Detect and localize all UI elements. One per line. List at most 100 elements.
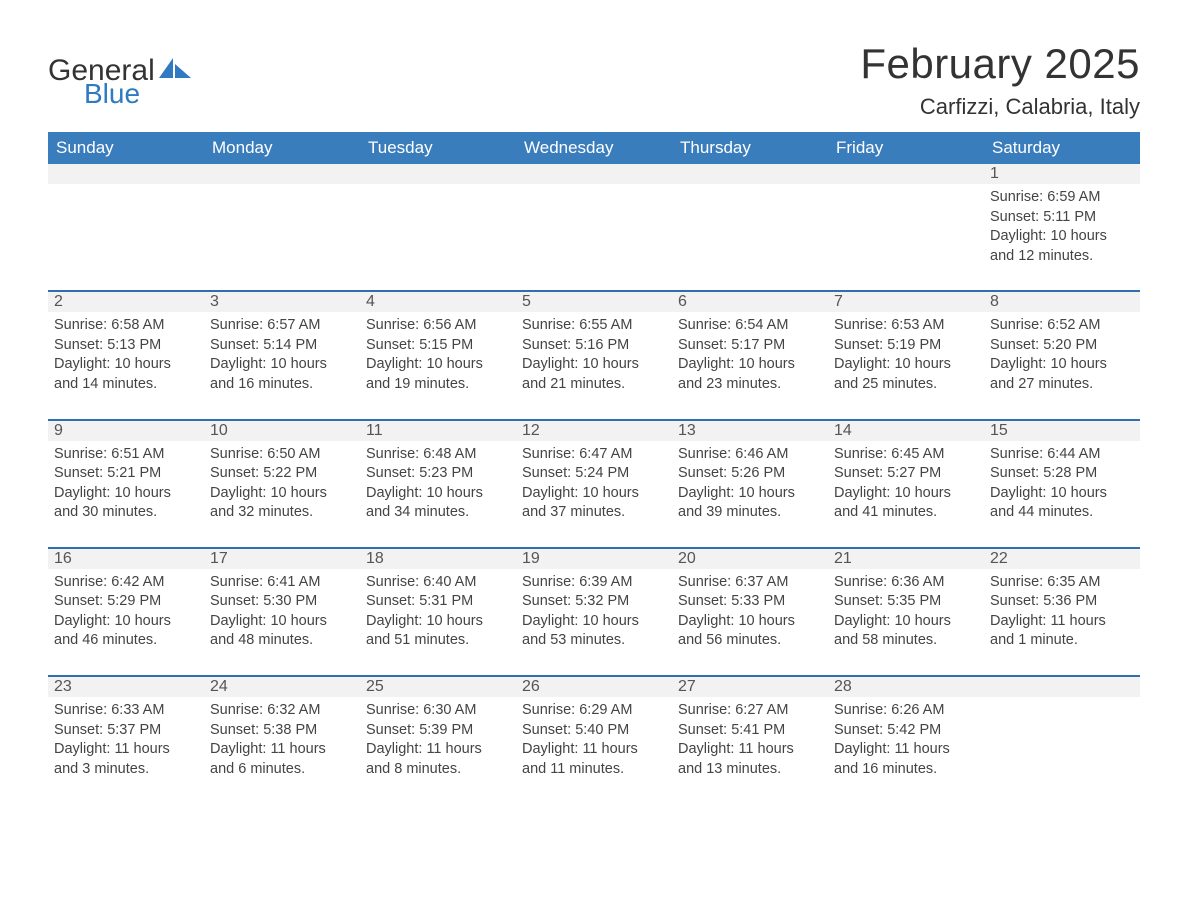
day-cell: Sunrise: 6:30 AMSunset: 5:39 PMDaylight:… [360, 697, 516, 785]
day-cell: Sunrise: 6:51 AMSunset: 5:21 PMDaylight:… [48, 441, 204, 529]
sunrise-text: Sunrise: 6:48 AM [366, 445, 510, 465]
sunrise-text: Sunrise: 6:47 AM [522, 445, 666, 465]
daylight-text: Daylight: 10 hours and 27 minutes. [990, 355, 1134, 394]
weekday-label: Tuesday [360, 132, 516, 164]
daylight-text: Daylight: 10 hours and 56 minutes. [678, 612, 822, 651]
daylight-text: Daylight: 11 hours and 16 minutes. [834, 740, 978, 779]
daylight-text: Daylight: 10 hours and 16 minutes. [210, 355, 354, 394]
day-cell: Sunrise: 6:37 AMSunset: 5:33 PMDaylight:… [672, 569, 828, 657]
sunset-text: Sunset: 5:11 PM [990, 208, 1134, 228]
day-cell: Sunrise: 6:55 AMSunset: 5:16 PMDaylight:… [516, 312, 672, 400]
sunset-text: Sunset: 5:17 PM [678, 336, 822, 356]
day-number: 26 [516, 677, 672, 697]
week-row: Sunrise: 6:33 AMSunset: 5:37 PMDaylight:… [48, 697, 1140, 785]
day-number: 14 [828, 421, 984, 441]
sunrise-text: Sunrise: 6:45 AM [834, 445, 978, 465]
day-number: 23 [48, 677, 204, 697]
day-cell: Sunrise: 6:39 AMSunset: 5:32 PMDaylight:… [516, 569, 672, 657]
week-row: Sunrise: 6:42 AMSunset: 5:29 PM Daylight:… [48, 569, 1140, 657]
sunset-text: Sunset: 5:42 PM [834, 721, 978, 741]
day-number: 10 [204, 421, 360, 441]
weekday-header: Sunday Monday Tuesday Wednesday Thursday… [48, 132, 1140, 164]
day-number: 19 [516, 549, 672, 569]
daylight-text: Daylight: 10 hours and 14 minutes. [54, 355, 198, 394]
sunrise-text: Sunrise: 6:35 AM [990, 573, 1134, 593]
page-title: February 2025 [860, 40, 1140, 88]
sunrise-text: Sunrise: 6:39 AM [522, 573, 666, 593]
weekday-label: Friday [828, 132, 984, 164]
daylight-text: Daylight: 11 hours and 6 minutes. [210, 740, 354, 779]
daylight-text: Daylight: 11 hours and 11 minutes. [522, 740, 666, 779]
weekday-label: Thursday [672, 132, 828, 164]
day-number-row: 232425262728 [48, 675, 1140, 697]
day-cell [828, 184, 984, 272]
sunset-text: Sunset: 5:19 PM [834, 336, 978, 356]
daylight-text: Daylight: 11 hours and 13 minutes. [678, 740, 822, 779]
day-cell: Sunrise: 6:27 AMSunset: 5:41 PMDaylight:… [672, 697, 828, 785]
daylight-text: Daylight: 10 hours and 58 minutes. [834, 612, 978, 651]
sunset-text: Sunset: 5:29 PM [54, 592, 198, 612]
day-number: 24 [204, 677, 360, 697]
day-cell: Sunrise: 6:45 AMSunset: 5:27 PMDaylight:… [828, 441, 984, 529]
sunset-text: Sunset: 5:26 PM [678, 464, 822, 484]
week-row: Sunrise: 6:58 AMSunset: 5:13 PMDaylight:… [48, 312, 1140, 400]
sunrise-text: Sunrise: 6:42 AM [54, 573, 198, 593]
day-number [204, 164, 360, 184]
day-number: 6 [672, 292, 828, 312]
sunset-text: Sunset: 5:39 PM [366, 721, 510, 741]
sunrise-text: Sunrise: 6:55 AM [522, 316, 666, 336]
sunset-text: Sunset: 5:28 PM [990, 464, 1134, 484]
daylight-text: Daylight: 10 hours and 51 minutes. [366, 612, 510, 651]
day-cell: Sunrise: 6:56 AMSunset: 5:15 PMDaylight:… [360, 312, 516, 400]
day-cell [984, 697, 1140, 785]
sunrise-text: Sunrise: 6:41 AM [210, 573, 354, 593]
day-number: 16 [48, 549, 204, 569]
day-cell: Sunrise: 6:33 AMSunset: 5:37 PMDaylight:… [48, 697, 204, 785]
daylight-text: Daylight: 11 hours and 1 minute. [990, 612, 1134, 651]
sunrise-text: Sunrise: 6:59 AM [990, 188, 1134, 208]
sunset-text: Sunset: 5:27 PM [834, 464, 978, 484]
daylight-text: Daylight: 10 hours and 34 minutes. [366, 484, 510, 523]
calendar: Sunday Monday Tuesday Wednesday Thursday… [48, 132, 1140, 785]
day-cell: Sunrise: 6:32 AMSunset: 5:38 PMDaylight:… [204, 697, 360, 785]
sunset-text: Sunset: 5:13 PM [54, 336, 198, 356]
daylight-text: Daylight: 10 hours and 53 minutes. [522, 612, 666, 651]
day-number [360, 164, 516, 184]
sunrise-text: Sunrise: 6:33 AM [54, 701, 198, 721]
day-cell [204, 184, 360, 272]
sunrise-text: Sunrise: 6:29 AM [522, 701, 666, 721]
day-number [516, 164, 672, 184]
sunrise-text: Sunrise: 6:40 AM [366, 573, 510, 593]
sunset-text: Sunset: 5:21 PM [54, 464, 198, 484]
sunrise-text: Sunrise: 6:58 AM [54, 316, 198, 336]
day-cell: Sunrise: 6:46 AMSunset: 5:26 PMDaylight:… [672, 441, 828, 529]
daylight-text: Daylight: 10 hours and 21 minutes. [522, 355, 666, 394]
day-cell: Sunrise: 6:44 AMSunset: 5:28 PMDaylight:… [984, 441, 1140, 529]
day-number: 17 [204, 549, 360, 569]
day-cell: Sunrise: 6:58 AMSunset: 5:13 PMDaylight:… [48, 312, 204, 400]
sail-icon [159, 58, 193, 80]
day-number [672, 164, 828, 184]
sunrise-text: Sunrise: 6:27 AM [678, 701, 822, 721]
day-number-row: 9101112131415 [48, 419, 1140, 441]
daylight-text: Daylight: 10 hours and 19 minutes. [366, 355, 510, 394]
sunrise-text: Sunrise: 6:56 AM [366, 316, 510, 336]
day-cell [48, 184, 204, 272]
day-cell: Sunrise: 6:29 AMSunset: 5:40 PMDaylight:… [516, 697, 672, 785]
sunrise-text: Sunrise: 6:52 AM [990, 316, 1134, 336]
day-number: 5 [516, 292, 672, 312]
week-row: Sunrise: 6:51 AMSunset: 5:21 PMDaylight:… [48, 441, 1140, 529]
day-number: 3 [204, 292, 360, 312]
weekday-label: Sunday [48, 132, 204, 164]
day-number: 20 [672, 549, 828, 569]
daylight-text: Daylight: 10 hours and 32 minutes. [210, 484, 354, 523]
day-cell: Sunrise: 6:53 AMSunset: 5:19 PMDaylight:… [828, 312, 984, 400]
weekday-label: Wednesday [516, 132, 672, 164]
header: General Blue February 2025 Carfizzi, Cal… [48, 40, 1140, 128]
sunset-text: Sunset: 5:31 PM [366, 592, 510, 612]
day-number: 25 [360, 677, 516, 697]
day-number-row: 16171819202122 [48, 547, 1140, 569]
daylight-text: Daylight: 10 hours and 23 minutes. [678, 355, 822, 394]
day-cell: Sunrise: 6:52 AMSunset: 5:20 PMDaylight:… [984, 312, 1140, 400]
sunset-text: Sunset: 5:35 PM [834, 592, 978, 612]
